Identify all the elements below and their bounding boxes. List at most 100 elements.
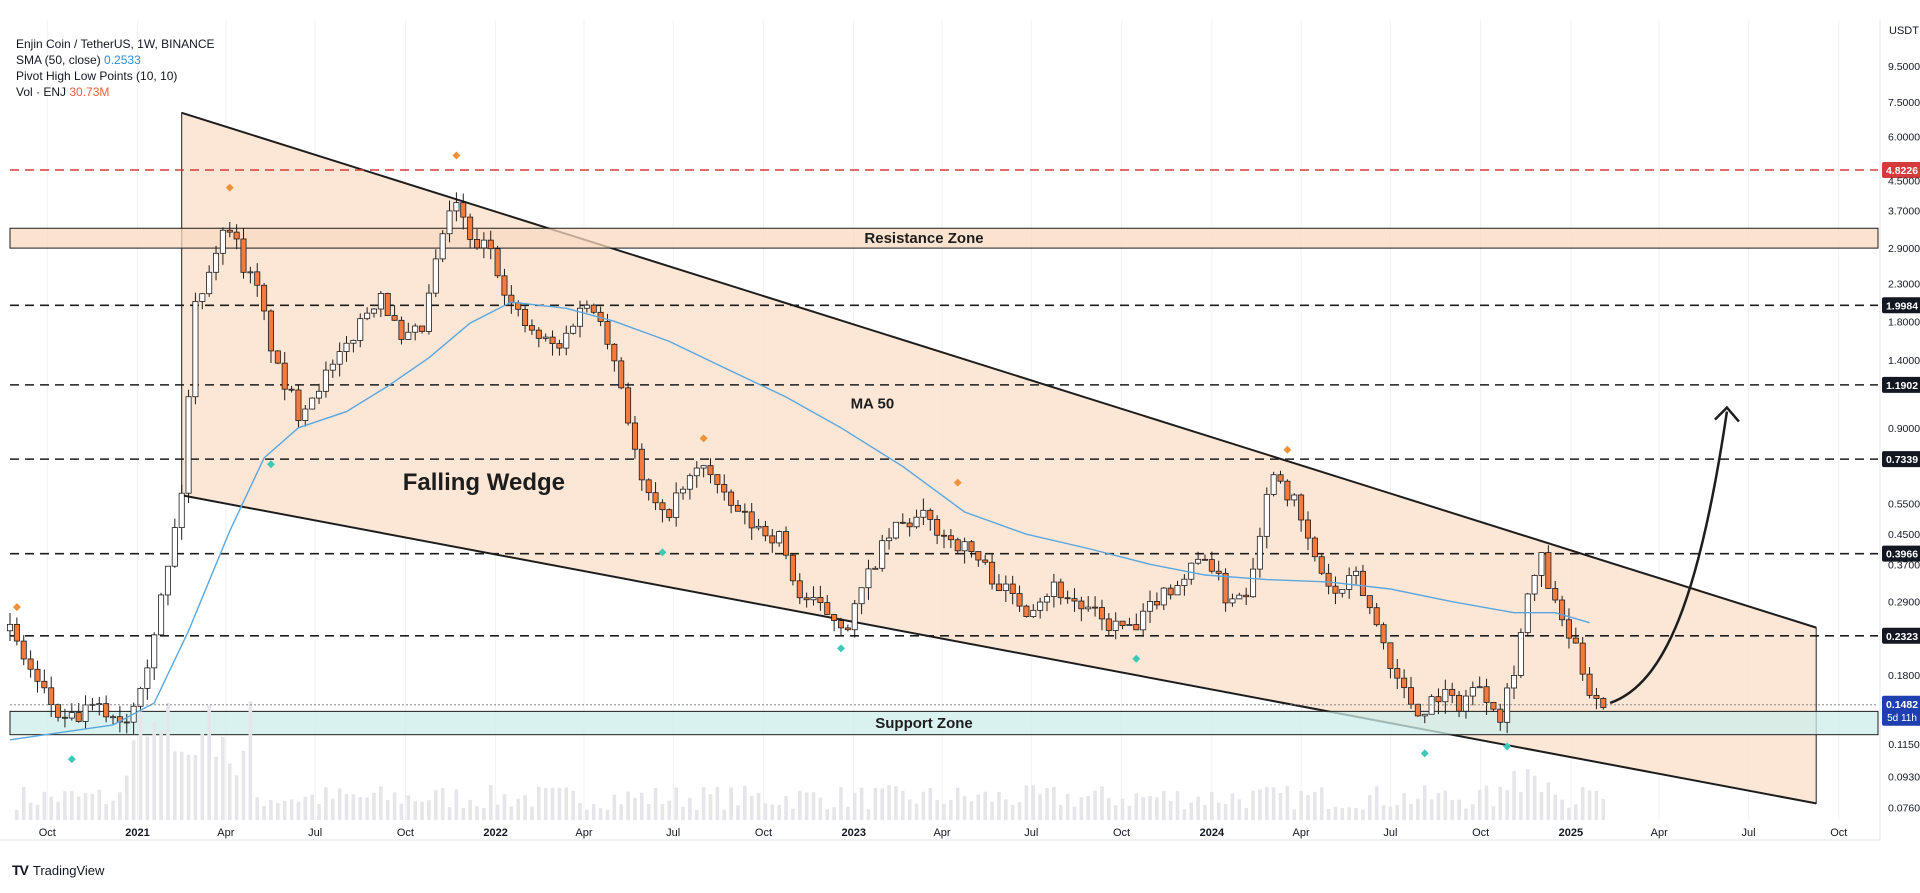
volume-bar xyxy=(585,809,589,820)
candle xyxy=(851,599,858,638)
candle xyxy=(1195,551,1202,565)
volume-bar xyxy=(392,792,397,820)
volume-bar xyxy=(303,796,308,820)
volume-bar xyxy=(852,792,857,820)
legend-vol-label: Vol · ENJ xyxy=(16,85,67,99)
volume-bar xyxy=(825,809,830,820)
volume-bar xyxy=(770,804,775,820)
volume-bar xyxy=(543,787,548,820)
candle-body xyxy=(769,535,776,544)
volume-bar xyxy=(1326,809,1331,820)
tradingview-brand[interactable]: TV TradingView xyxy=(12,862,104,878)
candle xyxy=(261,282,268,321)
candle-body xyxy=(1071,598,1078,602)
volume-bar xyxy=(1519,791,1523,820)
volume-bar xyxy=(1347,807,1351,820)
candle xyxy=(1016,585,1023,612)
candle-body xyxy=(803,597,810,601)
legend-symbol[interactable]: Enjin Coin / TetherUS, 1W, BINANCE xyxy=(16,37,215,51)
candle xyxy=(831,614,838,632)
legend-vol-value: 30.73M xyxy=(69,85,110,99)
volume-bar xyxy=(1306,794,1310,820)
volume-bar xyxy=(921,791,926,820)
candle-body xyxy=(886,537,893,542)
x-tick-label-15: Jul xyxy=(1383,827,1397,839)
pivot-low-marker-3 xyxy=(836,644,845,653)
x-tick-label-7: Jul xyxy=(666,827,680,839)
candle-body xyxy=(171,527,178,567)
candle-body xyxy=(1325,572,1332,587)
candle xyxy=(1414,703,1421,717)
candle xyxy=(137,686,144,712)
volume-bar xyxy=(653,787,658,820)
candle-body xyxy=(377,293,384,310)
volume-bar xyxy=(811,792,816,820)
candle xyxy=(1325,563,1332,595)
volume-bar xyxy=(1058,805,1063,820)
volume-bar xyxy=(846,806,850,820)
candle xyxy=(755,518,762,531)
volume-bar xyxy=(749,795,754,820)
candle-body xyxy=(55,704,62,718)
candle xyxy=(844,624,851,632)
candle xyxy=(178,484,185,540)
volume-bar xyxy=(200,732,205,820)
candle-body xyxy=(350,339,357,344)
candle-body xyxy=(913,516,920,528)
candle-body xyxy=(1078,600,1085,610)
volume-bar xyxy=(935,800,939,820)
candle xyxy=(1311,536,1318,562)
candle-body xyxy=(82,704,89,722)
candle-body xyxy=(1126,624,1133,626)
candle-body xyxy=(1147,601,1154,612)
last-price-value: 0.1482 xyxy=(1886,699,1918,711)
volume-bar xyxy=(1045,788,1049,820)
candle-body xyxy=(20,640,27,660)
volume-bar xyxy=(688,797,692,820)
volume-bar xyxy=(454,789,459,820)
candle xyxy=(1009,575,1016,605)
volume-bar xyxy=(1024,785,1029,820)
candle-body xyxy=(487,239,494,250)
candle xyxy=(1236,592,1243,600)
volume-bar xyxy=(694,809,699,820)
candle xyxy=(364,307,371,321)
candle-body xyxy=(583,304,590,309)
candle-body xyxy=(680,488,687,494)
tradingview-logo-icon: TV xyxy=(12,862,29,878)
candle-body xyxy=(1044,596,1051,603)
volume-bar xyxy=(1216,802,1221,820)
candle-body xyxy=(1380,624,1387,644)
volume-bar xyxy=(1367,794,1372,820)
candle xyxy=(1593,688,1600,710)
candle-body xyxy=(748,511,755,529)
volume-bar xyxy=(166,702,170,820)
candle-body xyxy=(700,465,707,469)
candle xyxy=(1078,596,1085,622)
candle xyxy=(322,361,329,398)
candle xyxy=(1140,603,1147,637)
candle xyxy=(487,230,494,260)
volume-bar xyxy=(866,809,871,820)
volume-bar xyxy=(1333,806,1338,820)
legend-vol[interactable]: Vol · ENJ 30.73M xyxy=(16,84,215,100)
pivot-high-marker-1 xyxy=(225,183,234,192)
level-tag-5 xyxy=(1882,627,1920,644)
legend-sma[interactable]: SMA (50, close) 0.2533 xyxy=(16,52,215,68)
candle-body xyxy=(1304,519,1311,539)
candle-body xyxy=(865,568,872,589)
candle xyxy=(590,303,597,315)
candle-body xyxy=(1435,696,1442,703)
candle xyxy=(666,508,673,522)
volume-bar xyxy=(969,801,974,820)
candle xyxy=(1153,592,1160,610)
candle xyxy=(865,559,872,600)
legend-pivot[interactable]: Pivot High Low Points (10, 10) xyxy=(16,69,178,83)
y-tick-label-15: 0.1150 xyxy=(1888,739,1919,751)
candle xyxy=(233,224,240,250)
volume-bar xyxy=(791,808,795,820)
candle xyxy=(267,309,274,364)
candle xyxy=(288,385,295,393)
level-tag-0 xyxy=(1882,161,1920,178)
